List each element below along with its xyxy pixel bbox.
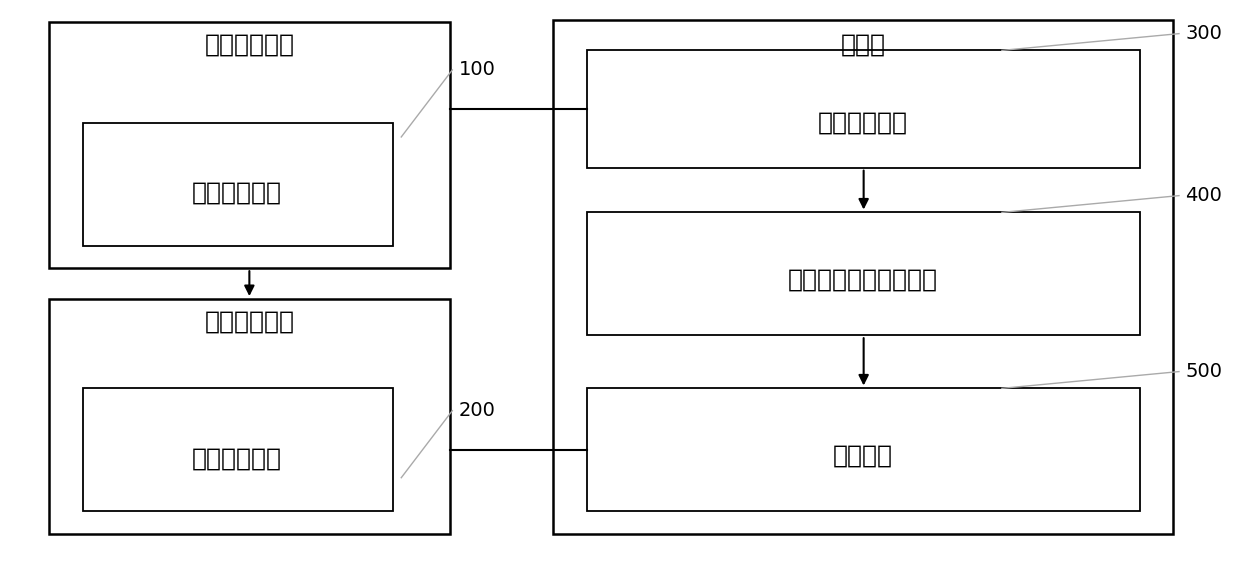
Text: 电压采集装置: 电压采集装置 xyxy=(205,33,294,57)
Text: 数据处理装置: 数据处理装置 xyxy=(205,310,294,333)
Text: 判断模块: 判断模块 xyxy=(833,443,893,467)
Text: 电压采集模块: 电压采集模块 xyxy=(192,181,283,205)
Bar xyxy=(48,22,450,268)
Bar xyxy=(553,20,1173,534)
Bar xyxy=(48,299,450,534)
Text: 200: 200 xyxy=(459,401,495,420)
Text: 上位机: 上位机 xyxy=(841,33,885,57)
Text: 疑似故障线路确定模块: 疑似故障线路确定模块 xyxy=(789,267,937,291)
Text: 相模变换模块: 相模变换模块 xyxy=(192,446,283,470)
Bar xyxy=(83,123,393,246)
Text: 500: 500 xyxy=(1185,362,1223,381)
Bar xyxy=(588,388,1140,511)
Bar xyxy=(83,388,393,511)
Bar xyxy=(588,213,1140,335)
Bar xyxy=(588,50,1140,168)
Text: 400: 400 xyxy=(1185,186,1221,205)
Text: 300: 300 xyxy=(1185,24,1221,43)
Text: 100: 100 xyxy=(459,60,495,79)
Text: 小波变换模块: 小波变换模块 xyxy=(818,111,908,135)
